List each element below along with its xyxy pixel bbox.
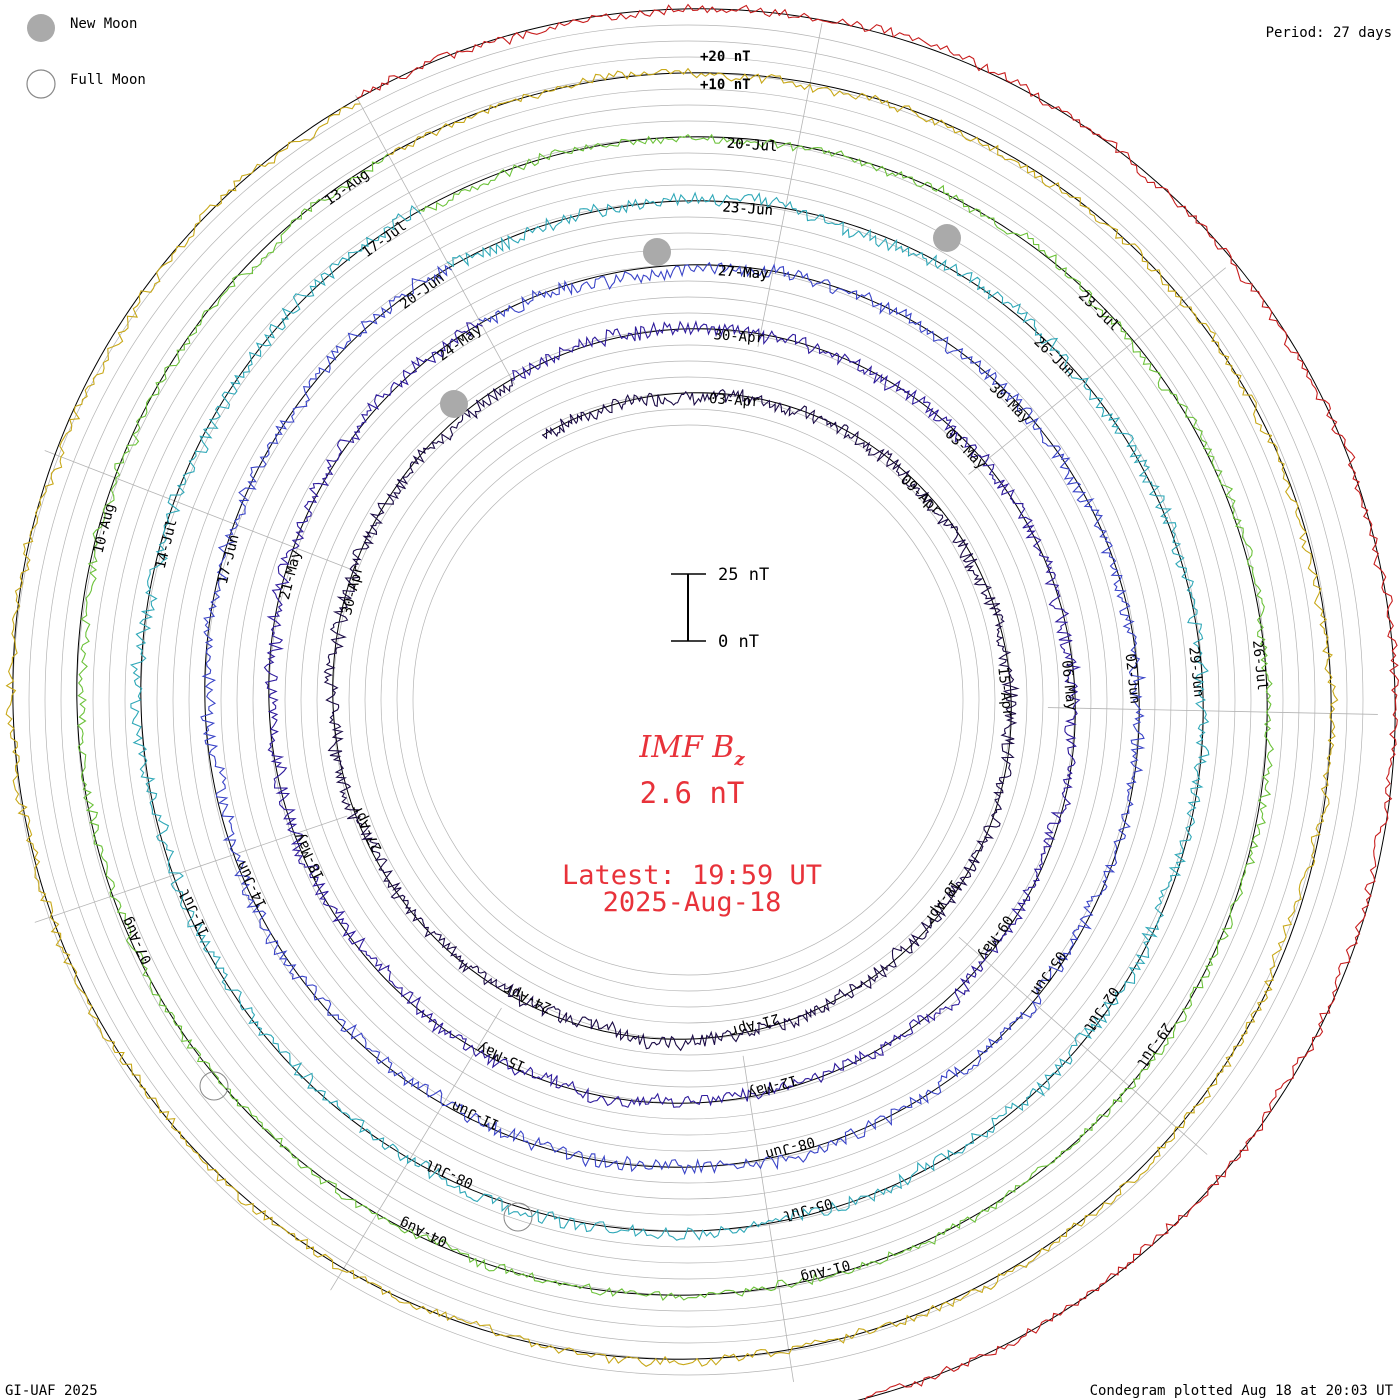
scale-bar bbox=[671, 573, 706, 642]
ring-1-trace bbox=[323, 378, 1020, 1052]
ring-date-label: 23-Jun bbox=[722, 199, 774, 218]
ring-date-label: 24-May bbox=[435, 322, 485, 365]
grid-ring bbox=[204, 216, 1172, 1184]
day-spoke bbox=[44, 450, 353, 571]
ring-date-label: 04-Aug bbox=[397, 1214, 450, 1249]
ring-3-trace bbox=[200, 261, 1147, 1176]
ring-date-label: 13-Aug bbox=[322, 166, 372, 209]
day-spoke bbox=[330, 1007, 502, 1291]
latest-time: Latest: 19:59 UT bbox=[562, 860, 822, 891]
ring-date-label: 12-May bbox=[746, 1071, 799, 1100]
day-spoke bbox=[1047, 707, 1378, 715]
ring-date-labels: 03-Apr09-Apr15-Apr18-Apr21-Apr24-Apr27-A… bbox=[91, 136, 1270, 1286]
ring-date-label: 03-May bbox=[942, 426, 989, 473]
scale-bar-bottom-label: 0 nT bbox=[718, 632, 759, 652]
new-moon-marker bbox=[933, 224, 961, 252]
ring-date-label: 14-Jun bbox=[234, 858, 271, 910]
ring-date-label: 01-Aug bbox=[799, 1256, 852, 1285]
grid-ring bbox=[412, 424, 964, 976]
ring-date-label: 05-Jul bbox=[781, 1194, 834, 1223]
day-spokes bbox=[34, 23, 1378, 1382]
ring-date-label: 30-May bbox=[986, 380, 1033, 427]
day-spoke bbox=[355, 95, 515, 385]
ring-date-label: 18-Apr bbox=[921, 876, 963, 927]
ring-date-label: 20-Jun bbox=[397, 270, 447, 313]
full-moon-marker bbox=[199, 1071, 229, 1101]
day-spoke bbox=[757, 23, 823, 347]
ring-date-label: 29-Jul bbox=[1133, 1019, 1175, 1070]
scale-bar-top-label: 25 nT bbox=[718, 565, 769, 585]
full-moon-legend-label: Full Moon bbox=[70, 72, 146, 88]
day-spoke bbox=[34, 815, 348, 923]
ring-date-label: 07-Aug bbox=[119, 914, 156, 966]
ring-5-trace bbox=[77, 133, 1275, 1301]
plotted-label: Condegram plotted Aug 18 at 20:03 UT bbox=[1090, 1383, 1394, 1399]
ring-4-trace bbox=[129, 191, 1210, 1241]
ring-date-label: 20-Jul bbox=[726, 136, 778, 155]
scale-plus10-label: +10 nT bbox=[700, 77, 751, 93]
day-spoke bbox=[968, 267, 1226, 475]
grid-ring bbox=[300, 312, 1076, 1088]
grid-ring bbox=[12, 24, 1364, 1376]
grid-ring bbox=[396, 408, 980, 992]
ring-date-label: 05-Jun bbox=[1027, 948, 1069, 999]
ring-7-trace bbox=[356, 3, 1399, 1400]
ring-date-label: 09-May bbox=[974, 912, 1016, 963]
ring-date-label: 08-Jun bbox=[763, 1133, 816, 1162]
ring-date-label: 23-Jun bbox=[722, 199, 774, 218]
grid-ring bbox=[364, 376, 1012, 1024]
ring-date-label: 03-Apr bbox=[709, 391, 761, 410]
ring-date-label: 11-Jul bbox=[176, 886, 213, 938]
ring-date-label: 02-Jun bbox=[1122, 653, 1143, 705]
grid-ring bbox=[220, 232, 1156, 1168]
ring-date-label: 24-Apr bbox=[501, 980, 554, 1015]
data-traces bbox=[5, 3, 1399, 1400]
period-label: Period: 27 days bbox=[1266, 25, 1392, 41]
scale-plus20-label: +20 nT bbox=[700, 49, 751, 65]
grid-ring bbox=[76, 88, 1300, 1312]
ring-date-label: 29-Jun bbox=[1185, 646, 1206, 698]
new-moon-legend-label: New Moon bbox=[70, 16, 137, 32]
grid-ring bbox=[156, 168, 1220, 1232]
credit-label: GI-UAF 2025 bbox=[5, 1383, 98, 1399]
ring-date-label: 11-Jun bbox=[449, 1097, 502, 1132]
ring-date-label: 27-May bbox=[717, 263, 769, 282]
new-moon-marker bbox=[643, 238, 671, 266]
ring-date-label: 20-Jul bbox=[726, 136, 778, 155]
ring-date-label: 23-Jul bbox=[1075, 288, 1122, 335]
grid-ring bbox=[332, 344, 1044, 1056]
full-moon-legend-icon bbox=[26, 69, 56, 99]
current-value: 2.6 nT bbox=[640, 776, 745, 810]
ring-baselines bbox=[12, 8, 1396, 1400]
ring-date-label: 30-Apr bbox=[713, 327, 765, 346]
imf-bz-title: IMF Bz bbox=[638, 730, 745, 770]
ring-date-label: 15-May bbox=[475, 1039, 528, 1074]
grid-ring bbox=[284, 296, 1092, 1104]
moon-markers bbox=[199, 224, 961, 1232]
ring-2-trace bbox=[263, 320, 1082, 1108]
grid-rings bbox=[12, 24, 1364, 1376]
ring-date-label: 10-Aug bbox=[91, 502, 119, 555]
full-moon-marker bbox=[503, 1202, 533, 1232]
ring-date-label: 26-Jul bbox=[1249, 639, 1270, 691]
day-spoke bbox=[958, 936, 1208, 1155]
grid-ring bbox=[268, 280, 1108, 1120]
ring-date-label: 27-May bbox=[717, 263, 769, 282]
ring-date-label: 15-Apr bbox=[994, 666, 1015, 718]
grid-ring bbox=[92, 104, 1284, 1296]
ring-date-label: 14-Jul bbox=[153, 518, 181, 571]
grid-ring bbox=[28, 40, 1348, 1360]
ring-date-label: 17-Jun bbox=[215, 533, 243, 586]
new-moon-marker bbox=[440, 390, 468, 418]
ring-date-label: 06-May bbox=[1058, 659, 1079, 711]
ring-6-trace bbox=[5, 67, 1339, 1367]
day-spoke bbox=[742, 1055, 794, 1382]
zero-baseline-spiral bbox=[12, 8, 1396, 1400]
latest-date: 2025-Aug-18 bbox=[603, 887, 782, 918]
ring-date-label: 26-Jun bbox=[1030, 334, 1077, 381]
new-moon-legend-icon bbox=[27, 14, 55, 42]
